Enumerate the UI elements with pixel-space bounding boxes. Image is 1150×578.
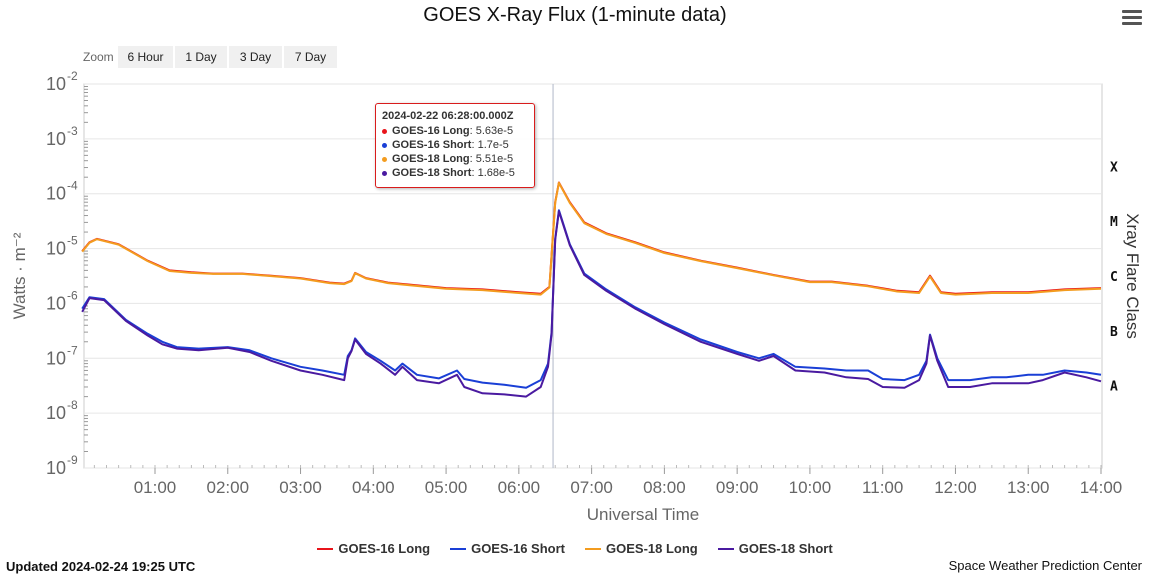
- y-tick-label: 10: [46, 403, 66, 423]
- tooltip-row: GOES-16 Short: 1.7e-5: [382, 138, 534, 152]
- legend-swatch-icon: [585, 547, 601, 550]
- zoom-label: Zoom: [83, 50, 114, 64]
- menu-icon[interactable]: [1122, 10, 1142, 26]
- flare-class-label: M: [1110, 215, 1118, 230]
- flare-class-label: C: [1110, 270, 1118, 285]
- legend-item-goes16-short[interactable]: GOES-16 Short: [450, 541, 565, 556]
- y-axis-label: Watts · m⁻²: [10, 232, 29, 319]
- xray-flux-chart[interactable]: 10-210-310-410-510-610-710-810 -901:00 02:…: [0, 0, 1150, 530]
- legend-swatch-icon: [450, 547, 467, 550]
- y-tick-label: 10: [46, 348, 66, 368]
- flare-class-label: B: [1110, 325, 1118, 340]
- x-tick-label: 05:00: [425, 478, 468, 497]
- y-tick-exponent: -4: [67, 179, 78, 193]
- legend-swatch-icon: [317, 547, 334, 550]
- x-tick-label: 14:00: [1080, 478, 1123, 497]
- x-tick-label: 01:00: [134, 478, 177, 497]
- zoom-1-day-button[interactable]: 1 Day: [175, 46, 227, 68]
- legend-label: GOES-16 Short: [471, 541, 565, 556]
- legend-item-goes18-short[interactable]: GOES-18 Short: [717, 541, 833, 556]
- legend-label: GOES-18 Short: [738, 541, 833, 556]
- legend-label: GOES-18 Long: [606, 541, 698, 556]
- y-tick-label: 10: [46, 293, 66, 313]
- updated-timestamp: Updated 2024-02-24 19:25 UTC: [6, 559, 196, 574]
- y2-axis-label: Xray Flare Class: [1123, 213, 1142, 339]
- zoom-7-day-button[interactable]: 7 Day: [284, 46, 337, 68]
- y-tick-label: 10: [46, 239, 66, 259]
- tooltip-row: GOES-18 Short: 1.68e-5: [382, 166, 534, 180]
- series-line-goes-18-long: [81, 181, 1102, 296]
- legend-label: GOES-16 Long: [338, 541, 431, 556]
- flare-class-label: A: [1110, 380, 1118, 395]
- x-axis-label: Universal Time: [587, 505, 699, 524]
- x-tick-label: 06:00: [498, 478, 541, 497]
- data-tooltip: 2024-02-22 06:28:00.000Z GOES-16 Long: 5…: [375, 103, 535, 188]
- y-tick-exponent: -9: [67, 453, 78, 467]
- x-tick-label: 03:00: [279, 478, 322, 497]
- plot-area: [83, 83, 1103, 469]
- series-line-goes-18-short: [81, 210, 1102, 398]
- x-tick-label: 04:00: [352, 478, 395, 497]
- tooltip-row: GOES-16 Long: 5.63e-5: [382, 124, 534, 138]
- x-tick-label: 13:00: [1007, 478, 1050, 497]
- y-tick-label: 10: [46, 184, 66, 204]
- legend-swatch-icon: [717, 547, 734, 550]
- y-tick-exponent: -2: [67, 69, 78, 83]
- x-tick-label: 02:00: [206, 478, 249, 497]
- legend-item-goes16-long[interactable]: GOES-16 Long: [317, 541, 430, 556]
- x-tick-label: 11:00: [862, 478, 903, 497]
- y-tick-exponent: -3: [67, 124, 78, 138]
- flare-class-label: X: [1110, 160, 1118, 175]
- tooltip-time: 2024-02-22 06:28:00.000Z: [382, 110, 514, 122]
- zoom-6-hour-button[interactable]: 6 Hour: [118, 46, 173, 68]
- series-dot-icon: [382, 170, 387, 176]
- y-tick-exponent: -7: [67, 343, 78, 357]
- x-tick-label: 10:00: [789, 478, 832, 497]
- x-tick-label: 07:00: [570, 478, 613, 497]
- x-tick-label: 08:00: [643, 478, 686, 497]
- chart-title: GOES X-Ray Flux (1-minute data): [423, 4, 727, 26]
- y-tick-label: 10: [46, 458, 66, 478]
- series-dot-icon: [382, 142, 387, 148]
- y-tick-label: 10: [46, 129, 66, 149]
- chart-legend: GOES-16 Long GOES-16 Short GOES-18 Long …: [0, 541, 1150, 556]
- x-tick-label: 12:00: [934, 478, 977, 497]
- y-tick-label: 10: [46, 74, 66, 94]
- series-dot-icon: [382, 128, 387, 134]
- legend-item-goes18-long[interactable]: GOES-18 Long: [585, 541, 698, 556]
- x-tick-label: 09:00: [716, 478, 759, 497]
- y-tick-exponent: -6: [67, 288, 78, 302]
- series-dot-icon: [382, 156, 387, 162]
- tooltip-row: GOES-18 Long: 5.51e-5: [382, 152, 534, 166]
- y-tick-exponent: -5: [67, 234, 78, 248]
- credit-text: Space Weather Prediction Center: [948, 558, 1142, 573]
- zoom-3-day-button[interactable]: 3 Day: [229, 46, 282, 68]
- y-tick-exponent: -8: [67, 398, 78, 412]
